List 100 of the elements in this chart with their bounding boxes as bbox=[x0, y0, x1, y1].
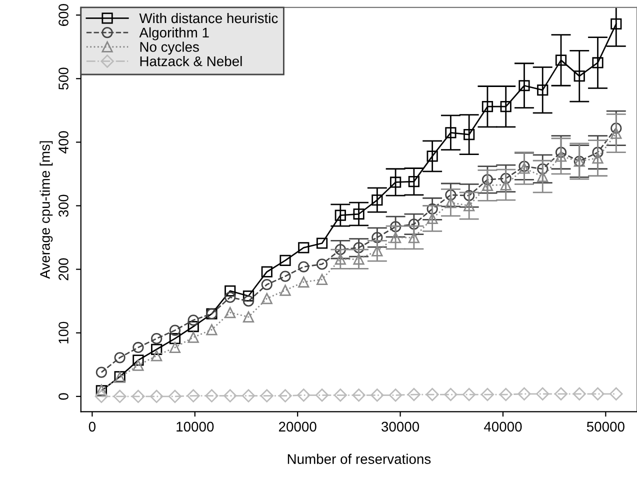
x-tick-label: 20000 bbox=[278, 422, 316, 432]
point bbox=[151, 350, 162, 362]
point bbox=[610, 387, 623, 400]
point bbox=[316, 238, 328, 249]
point bbox=[242, 389, 256, 402]
x-tick-label: 50000 bbox=[586, 422, 624, 432]
point bbox=[408, 176, 420, 188]
legend-label: No cycles bbox=[140, 42, 199, 55]
point bbox=[555, 146, 567, 158]
y-tick-label: 400 bbox=[58, 131, 68, 154]
point bbox=[353, 242, 364, 254]
point bbox=[206, 324, 218, 336]
point bbox=[536, 387, 550, 400]
point bbox=[372, 245, 383, 256]
point bbox=[445, 197, 456, 208]
point bbox=[188, 314, 199, 326]
point bbox=[518, 80, 530, 92]
point bbox=[168, 390, 182, 404]
point bbox=[426, 150, 438, 162]
point bbox=[480, 388, 494, 402]
point bbox=[500, 101, 512, 112]
point bbox=[610, 18, 622, 30]
point bbox=[113, 390, 126, 404]
point bbox=[591, 387, 604, 400]
point bbox=[445, 127, 456, 138]
point bbox=[482, 101, 494, 112]
point bbox=[500, 172, 512, 184]
point bbox=[280, 270, 291, 282]
point bbox=[537, 170, 548, 182]
point bbox=[353, 208, 364, 220]
point bbox=[462, 388, 476, 402]
point bbox=[592, 146, 604, 158]
point bbox=[592, 152, 604, 164]
point bbox=[390, 221, 402, 232]
point bbox=[315, 388, 329, 402]
point bbox=[407, 388, 421, 402]
point bbox=[572, 387, 586, 400]
point bbox=[261, 292, 272, 304]
point bbox=[132, 342, 144, 354]
point bbox=[96, 366, 107, 378]
point bbox=[280, 254, 291, 266]
point bbox=[242, 290, 254, 302]
point bbox=[297, 388, 310, 402]
point bbox=[188, 332, 199, 343]
point bbox=[537, 163, 548, 174]
point bbox=[132, 390, 145, 404]
point bbox=[334, 388, 347, 402]
point bbox=[592, 57, 604, 68]
point bbox=[555, 54, 567, 66]
point bbox=[298, 242, 310, 254]
y-tick-label: 200 bbox=[58, 258, 68, 280]
point bbox=[169, 342, 181, 354]
point bbox=[500, 179, 512, 190]
point bbox=[298, 276, 310, 288]
point bbox=[132, 354, 144, 366]
point bbox=[205, 389, 218, 402]
point bbox=[242, 296, 254, 307]
point bbox=[408, 218, 420, 230]
point bbox=[370, 388, 384, 402]
point bbox=[334, 244, 346, 256]
point bbox=[388, 388, 402, 402]
point bbox=[372, 194, 383, 206]
point bbox=[261, 266, 272, 278]
point bbox=[334, 210, 346, 221]
point bbox=[316, 258, 328, 270]
point bbox=[316, 274, 328, 286]
y-tick-label: 500 bbox=[58, 68, 68, 90]
point bbox=[574, 70, 585, 82]
y-axis-title: Average cpu-time [ms] bbox=[40, 141, 53, 279]
point bbox=[150, 390, 164, 404]
point bbox=[278, 389, 292, 402]
point bbox=[352, 388, 366, 402]
point bbox=[408, 232, 420, 244]
point bbox=[169, 333, 181, 344]
x-tick-label: 30000 bbox=[382, 422, 420, 432]
point bbox=[426, 388, 439, 402]
point bbox=[298, 261, 310, 272]
point bbox=[280, 284, 291, 296]
point bbox=[445, 189, 456, 200]
point bbox=[224, 292, 236, 303]
legend-label: With distance heuristic bbox=[139, 12, 278, 24]
point bbox=[372, 232, 383, 244]
point bbox=[444, 388, 458, 402]
point bbox=[94, 390, 108, 404]
point bbox=[169, 324, 181, 336]
point bbox=[186, 389, 200, 402]
point bbox=[610, 122, 622, 134]
point bbox=[554, 387, 568, 400]
point bbox=[555, 150, 567, 162]
point bbox=[482, 174, 494, 186]
point bbox=[499, 388, 512, 402]
point bbox=[188, 320, 199, 332]
x-tick-label: 40000 bbox=[484, 422, 522, 432]
legend-label: Algorithm 1 bbox=[139, 27, 209, 40]
point bbox=[261, 279, 272, 290]
point bbox=[242, 311, 254, 323]
y-tick-label: 300 bbox=[58, 194, 68, 217]
point bbox=[482, 180, 494, 191]
x-tick-label: 10000 bbox=[176, 422, 214, 432]
point bbox=[464, 190, 475, 202]
